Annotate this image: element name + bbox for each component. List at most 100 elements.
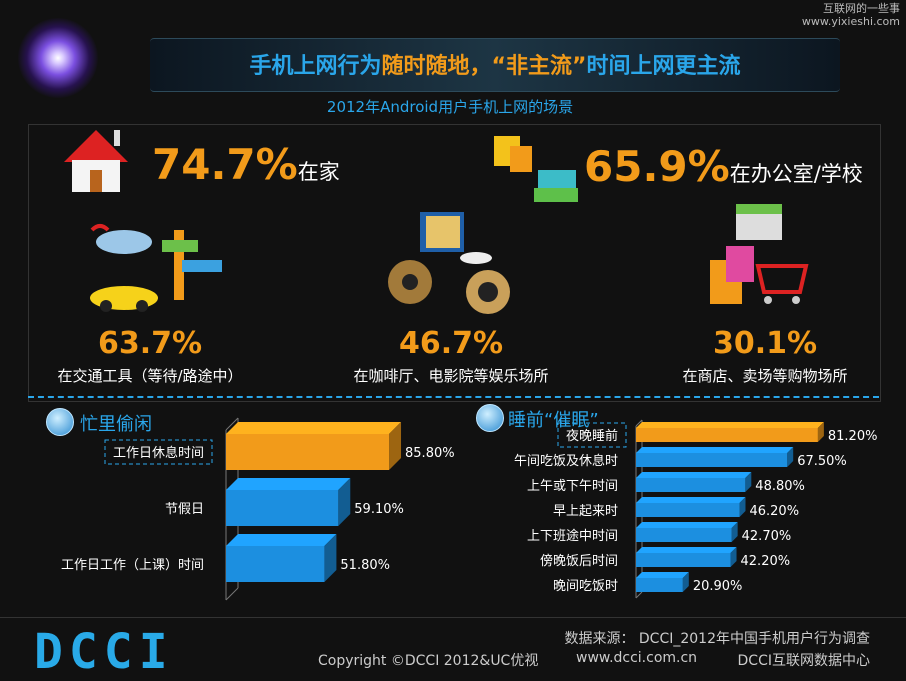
smiley-icon (46, 408, 74, 436)
starburst-icon (18, 18, 98, 98)
bar-side (730, 547, 737, 567)
bar-side (817, 422, 824, 442)
bar-4 (636, 522, 738, 542)
category-label: 午间吃饭及休息时 (514, 453, 618, 469)
house-icon (64, 130, 128, 192)
bar-top (636, 497, 746, 503)
watermark: 互联网的一些事 www.yixieshi.com (802, 2, 900, 28)
bar (226, 546, 325, 582)
chart1-title: 忙里偷闲 (80, 414, 152, 435)
title-banner (150, 38, 840, 92)
bar-2 (226, 534, 337, 582)
value-label: 42.70% (742, 529, 792, 544)
chart2: 81.20% 夜晚睡前 67.50% 午间吃饭及休息时 48.80% 上午或下午时间 46.… (514, 419, 878, 599)
value-label: 51.80% (340, 558, 390, 573)
category-label: 上午或下午时间 (527, 479, 618, 494)
bar-2 (636, 472, 752, 492)
bar (226, 434, 390, 470)
scene-transport-label: 在交通工具（等待/路途中） (57, 367, 243, 385)
bar-side (324, 534, 337, 582)
shopping-cart-icon (710, 204, 809, 304)
value-label: 48.80% (755, 479, 805, 494)
bar-top (636, 522, 738, 528)
scene-cafe-value: 46.7% (398, 326, 504, 361)
scene-shop-label: 在商店、卖场等购物场所 (682, 367, 848, 385)
scene-office-value: 65.9% (584, 142, 730, 191)
smiley-icon (476, 404, 504, 432)
bar-side (731, 522, 738, 542)
footer-org: DCCI互联网数据中心 (737, 653, 870, 669)
bar-side (682, 572, 689, 592)
highlight-box (557, 422, 627, 448)
highlight-box (104, 439, 213, 465)
bar-0 (226, 422, 402, 470)
bar (226, 490, 339, 526)
axis-edge (225, 417, 239, 431)
bar (636, 428, 818, 442)
bar (636, 453, 788, 467)
scene-shop-value: 30.1% (712, 326, 818, 361)
footer-site: www.dcci.com.cn (576, 650, 698, 666)
watermark-line1: 互联网的一些事 (823, 2, 900, 15)
bar-top (636, 447, 794, 453)
bar-top (636, 472, 752, 478)
category-label: 节假日 (165, 502, 204, 517)
scene-transport-value: 63.7% (97, 326, 203, 361)
axis-edge (225, 587, 239, 601)
axis-edge (635, 591, 643, 599)
chart2-title: 睡前“催眠” (508, 410, 599, 431)
category-label: 上下班途中时间 (527, 528, 618, 544)
bar (636, 553, 731, 567)
bar (636, 478, 746, 492)
bar-top (636, 422, 824, 428)
bar-top (226, 478, 351, 490)
bar (636, 578, 683, 592)
bar-6 (636, 572, 689, 592)
bar-side (787, 447, 794, 467)
section-divider (28, 396, 879, 398)
watermark-line2: www.yixieshi.com (801, 15, 900, 28)
scene-cafe-label: 在咖啡厅、电影院等娱乐场所 (353, 367, 549, 385)
category-label: 傍晚饭后时间 (540, 553, 618, 569)
bar-5 (636, 547, 737, 567)
value-label: 67.50% (797, 454, 847, 469)
scenes-panel (28, 124, 881, 402)
scene-office-label: 在办公室/学校 (729, 162, 863, 186)
value-label: 81.20% (828, 429, 878, 444)
scene-home-value: 74.7% (152, 140, 298, 189)
value-label: 20.90% (693, 579, 743, 594)
value-label: 59.10% (354, 502, 404, 517)
value-label: 42.20% (741, 554, 791, 569)
footer-copyright: Copyright ©DCCI 2012&UC优视 (318, 653, 539, 669)
category-label: 夜晚睡前 (566, 428, 618, 444)
transport-icon (90, 224, 222, 312)
bar (636, 528, 732, 542)
bar-top (636, 572, 689, 578)
footer-divider (0, 617, 906, 618)
category-label: 晚间吃饭时 (553, 578, 618, 594)
page-title: 手机上网行为随时随地，“非主流”时间上网更主流 (249, 54, 741, 79)
bar-side (745, 472, 752, 492)
bar-top (636, 547, 737, 553)
dcci-logo: DCCI (34, 624, 174, 680)
category-label: 工作日工作（上课）时间 (61, 558, 204, 573)
chart1: 85.80% 工作日休息时间 59.10% 节假日 51.80% 工作日工作（上课）时间 (61, 417, 455, 601)
bar-1 (226, 478, 351, 526)
footer-source: 数据来源： DCCI_2012年中国手机用户行为调查 (564, 631, 870, 647)
bar-3 (636, 497, 746, 517)
bar-0 (636, 422, 824, 442)
bar-side (739, 497, 746, 517)
bar-top (226, 422, 402, 434)
page-subtitle: 2012年Android用户手机上网的场景 (326, 98, 574, 116)
bar-top (226, 534, 337, 546)
value-label: 46.20% (749, 504, 799, 519)
axis-edge (635, 419, 643, 427)
bar-side (338, 478, 351, 526)
bar-1 (636, 447, 794, 467)
category-label: 早上起来时 (553, 504, 618, 519)
bar (636, 503, 740, 517)
category-label: 工作日休息时间 (113, 445, 204, 461)
cafe-cinema-icon (388, 212, 510, 314)
office-buildings-icon (494, 136, 578, 202)
value-label: 85.80% (405, 446, 455, 461)
